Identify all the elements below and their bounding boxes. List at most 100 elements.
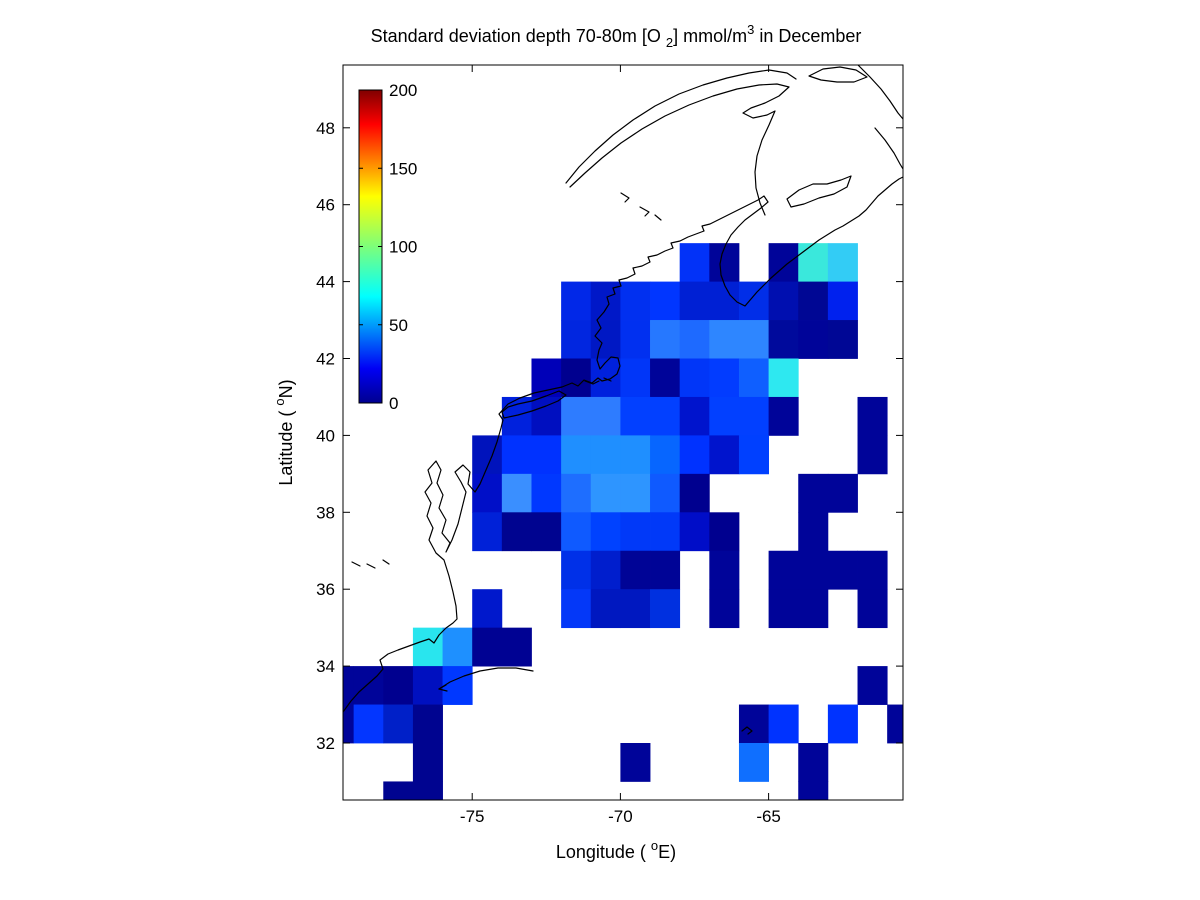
coastline-segment	[654, 214, 662, 221]
grid-cell	[798, 320, 829, 359]
coastline-segment	[857, 65, 903, 120]
colorbar-ticks	[359, 167, 382, 326]
grid-cell	[709, 281, 740, 321]
grid-cell	[590, 435, 621, 475]
grid-cell	[679, 512, 710, 552]
grid-cell	[768, 320, 799, 359]
grid-cell	[620, 358, 651, 398]
colorbar-tick-label: 0	[389, 394, 398, 413]
grid-cell	[531, 512, 562, 552]
grid-cell	[501, 473, 532, 513]
coastline-segment	[565, 69, 797, 184]
colorbar	[359, 90, 382, 403]
grid-cell	[620, 435, 651, 475]
coastline-segment	[438, 688, 448, 692]
grid-cell	[561, 589, 592, 629]
grid-cell	[472, 627, 503, 667]
grid-cell	[738, 743, 770, 782]
grid-cell	[472, 512, 503, 552]
grid-cell	[501, 396, 532, 436]
grid-cell	[650, 473, 681, 513]
grid-cell	[620, 320, 651, 359]
grid-cell	[412, 743, 443, 782]
grid-cell	[650, 589, 681, 629]
x-tick-label: -70	[608, 807, 633, 826]
grid-cell	[798, 781, 829, 800]
grid-cell	[798, 473, 829, 513]
colorbar-tick-label: 200	[389, 81, 417, 100]
grid-cell	[472, 589, 503, 629]
grid-cell	[590, 512, 621, 552]
grid-cell	[679, 435, 710, 475]
grid-cell	[798, 243, 829, 282]
y-tick-label: 32	[316, 734, 335, 753]
grid-cell	[650, 550, 681, 590]
grid-cell	[343, 666, 355, 705]
grid-cell	[353, 666, 384, 705]
grid-cell	[561, 281, 592, 321]
grid-cell	[561, 435, 592, 475]
grid-cell	[442, 666, 473, 705]
grid-cell	[412, 666, 443, 705]
coastline-segment	[343, 176, 903, 713]
grid-cell	[650, 281, 681, 321]
coastline-segment	[786, 175, 852, 208]
grid-cell	[620, 396, 651, 436]
grid-cell	[738, 704, 770, 744]
grid-cell	[590, 281, 621, 321]
coastline-segment	[501, 390, 567, 419]
coastline-segment	[351, 561, 361, 567]
y-tick-label: 36	[316, 580, 335, 599]
grid-cell	[650, 358, 681, 398]
colorbar-labels: 0 50 100 150 200	[389, 81, 417, 413]
axis-tick-labels: -75 -70 -65 32 34 36 38 40 42 44 46 48	[316, 119, 781, 826]
grid-cell	[590, 550, 621, 590]
grid-cell	[531, 435, 562, 475]
x-axis-label: Longitude ( o​E)	[556, 838, 676, 862]
grid-cell	[620, 550, 651, 590]
grid-cell	[620, 473, 651, 513]
grid-cell	[412, 704, 443, 744]
grid-cell	[827, 704, 858, 744]
coastline-segment	[569, 83, 790, 216]
grid-cell	[857, 435, 888, 475]
y-axis-label: Latitude ( o​N)	[272, 379, 296, 485]
grid-cell	[620, 589, 651, 629]
grid-cell	[383, 781, 414, 800]
y-tick-label: 44	[316, 273, 335, 292]
grid-cell	[709, 320, 740, 359]
heatmap-cells	[343, 243, 903, 800]
chart-title: Standard deviation depth 70-80m [O 2​] m…	[371, 22, 862, 50]
plot-border	[342, 64, 904, 801]
grid-cell	[343, 704, 355, 744]
grid-cell	[857, 550, 888, 590]
coastline-segment	[741, 726, 753, 735]
grid-cell	[561, 512, 592, 552]
coastline-segment	[639, 206, 650, 217]
grid-cell	[857, 396, 888, 436]
grid-cell	[679, 473, 710, 513]
grid-cell	[827, 243, 858, 282]
grid-cell	[798, 589, 829, 629]
grid-cell	[709, 396, 740, 436]
coastline-segment	[874, 127, 903, 170]
grid-cell	[798, 281, 829, 321]
grid-cell	[561, 550, 592, 590]
coastline-segment	[438, 667, 534, 690]
grid-cell	[827, 281, 858, 321]
grid-cell	[590, 320, 621, 359]
coastline-segment	[603, 377, 612, 382]
grid-cell	[709, 512, 740, 552]
y-tick-label: 42	[316, 350, 335, 369]
grid-cell	[709, 435, 740, 475]
grid-cell	[709, 589, 740, 629]
grid-cell	[827, 320, 858, 359]
grid-cell	[768, 281, 799, 321]
y-tick-label: 40	[316, 426, 335, 445]
y-tick-label: 46	[316, 196, 335, 215]
grid-cell	[590, 589, 621, 629]
grid-cell	[353, 704, 384, 744]
